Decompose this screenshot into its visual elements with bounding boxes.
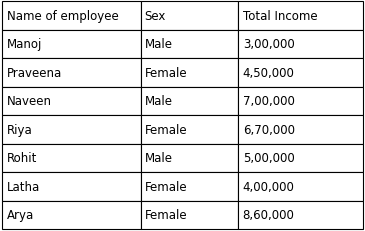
Bar xyxy=(2,116,141,144)
Bar xyxy=(2,172,141,201)
Bar xyxy=(238,201,363,229)
Text: 7,00,000: 7,00,000 xyxy=(243,95,295,108)
Bar xyxy=(2,87,141,116)
Text: Female: Female xyxy=(145,208,187,221)
Bar xyxy=(2,2,141,30)
Text: Sex: Sex xyxy=(145,10,166,23)
Bar xyxy=(238,87,363,116)
Bar xyxy=(141,30,238,59)
Bar xyxy=(2,59,141,87)
Text: Female: Female xyxy=(145,180,187,193)
Bar xyxy=(2,144,141,172)
Text: Rohit: Rohit xyxy=(7,152,37,164)
Text: 4,50,000: 4,50,000 xyxy=(243,67,295,79)
Bar xyxy=(141,59,238,87)
Bar xyxy=(238,2,363,30)
Bar xyxy=(141,87,238,116)
Bar xyxy=(2,201,141,229)
Bar xyxy=(238,59,363,87)
Bar xyxy=(2,30,141,59)
Bar xyxy=(141,116,238,144)
Text: Latha: Latha xyxy=(7,180,40,193)
Text: Name of employee: Name of employee xyxy=(7,10,118,23)
Text: Female: Female xyxy=(145,123,187,136)
Text: Naveen: Naveen xyxy=(7,95,51,108)
Text: 6,70,000: 6,70,000 xyxy=(243,123,295,136)
Bar xyxy=(141,201,238,229)
Text: Male: Male xyxy=(145,38,173,51)
Bar xyxy=(141,172,238,201)
Bar xyxy=(238,172,363,201)
Text: Riya: Riya xyxy=(7,123,32,136)
Bar xyxy=(141,144,238,172)
Bar xyxy=(238,116,363,144)
Text: Manoj: Manoj xyxy=(7,38,42,51)
Bar xyxy=(238,30,363,59)
Text: 5,00,000: 5,00,000 xyxy=(243,152,295,164)
Text: Total Income: Total Income xyxy=(243,10,317,23)
Text: Male: Male xyxy=(145,152,173,164)
Text: Female: Female xyxy=(145,67,187,79)
Text: 4,00,000: 4,00,000 xyxy=(243,180,295,193)
Text: Male: Male xyxy=(145,95,173,108)
Text: Arya: Arya xyxy=(7,208,34,221)
Text: 8,60,000: 8,60,000 xyxy=(243,208,295,221)
Bar xyxy=(141,2,238,30)
Bar xyxy=(238,144,363,172)
Text: Praveena: Praveena xyxy=(7,67,62,79)
Text: 3,00,000: 3,00,000 xyxy=(243,38,295,51)
